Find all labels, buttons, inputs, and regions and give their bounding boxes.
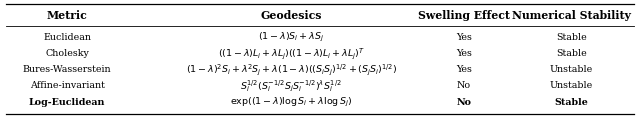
Text: Affine-invariant: Affine-invariant — [30, 81, 104, 90]
Text: No: No — [456, 98, 472, 107]
Text: $(1 - \lambda)S_i + \lambda S_j$: $(1 - \lambda)S_i + \lambda S_j$ — [258, 30, 324, 44]
Text: Unstable: Unstable — [550, 65, 593, 74]
Text: No: No — [457, 81, 471, 90]
Text: Yes: Yes — [456, 65, 472, 74]
Text: $((1 - \lambda)L_i + \lambda L_j)((1 - \lambda)L_i + \lambda L_j)^T$: $((1 - \lambda)L_i + \lambda L_j)((1 - \… — [218, 46, 365, 61]
Text: Bures-Wasserstein: Bures-Wasserstein — [23, 65, 111, 74]
Text: Log-Euclidean: Log-Euclidean — [29, 98, 106, 107]
Text: Yes: Yes — [456, 49, 472, 58]
Text: Geodesics: Geodesics — [260, 10, 322, 21]
Text: Yes: Yes — [456, 33, 472, 42]
Text: Unstable: Unstable — [550, 81, 593, 90]
Text: Euclidean: Euclidean — [44, 33, 92, 42]
Text: $(1 - \lambda)^2 S_i + \lambda^2 S_j + \lambda(1 - \lambda)((S_iS_j)^{1/2} + (S_: $(1 - \lambda)^2 S_i + \lambda^2 S_j + \… — [186, 62, 397, 77]
Text: Numerical Stability: Numerical Stability — [512, 10, 631, 21]
Text: Swelling Effect: Swelling Effect — [418, 10, 510, 21]
Text: Stable: Stable — [556, 33, 587, 42]
Text: Stable: Stable — [556, 49, 587, 58]
Text: Stable: Stable — [555, 98, 588, 107]
Text: Metric: Metric — [47, 10, 88, 21]
Text: $S_i^{1/2}(S_i^{-1/2} S_j S_i^{-1/2})^\lambda S_i^{1/2}$: $S_i^{1/2}(S_i^{-1/2} S_j S_i^{-1/2})^\l… — [241, 78, 342, 94]
Text: Cholesky: Cholesky — [45, 49, 89, 58]
Text: $\exp((1 - \lambda)\log S_i + \lambda \log S_j)$: $\exp((1 - \lambda)\log S_i + \lambda \l… — [230, 96, 353, 109]
